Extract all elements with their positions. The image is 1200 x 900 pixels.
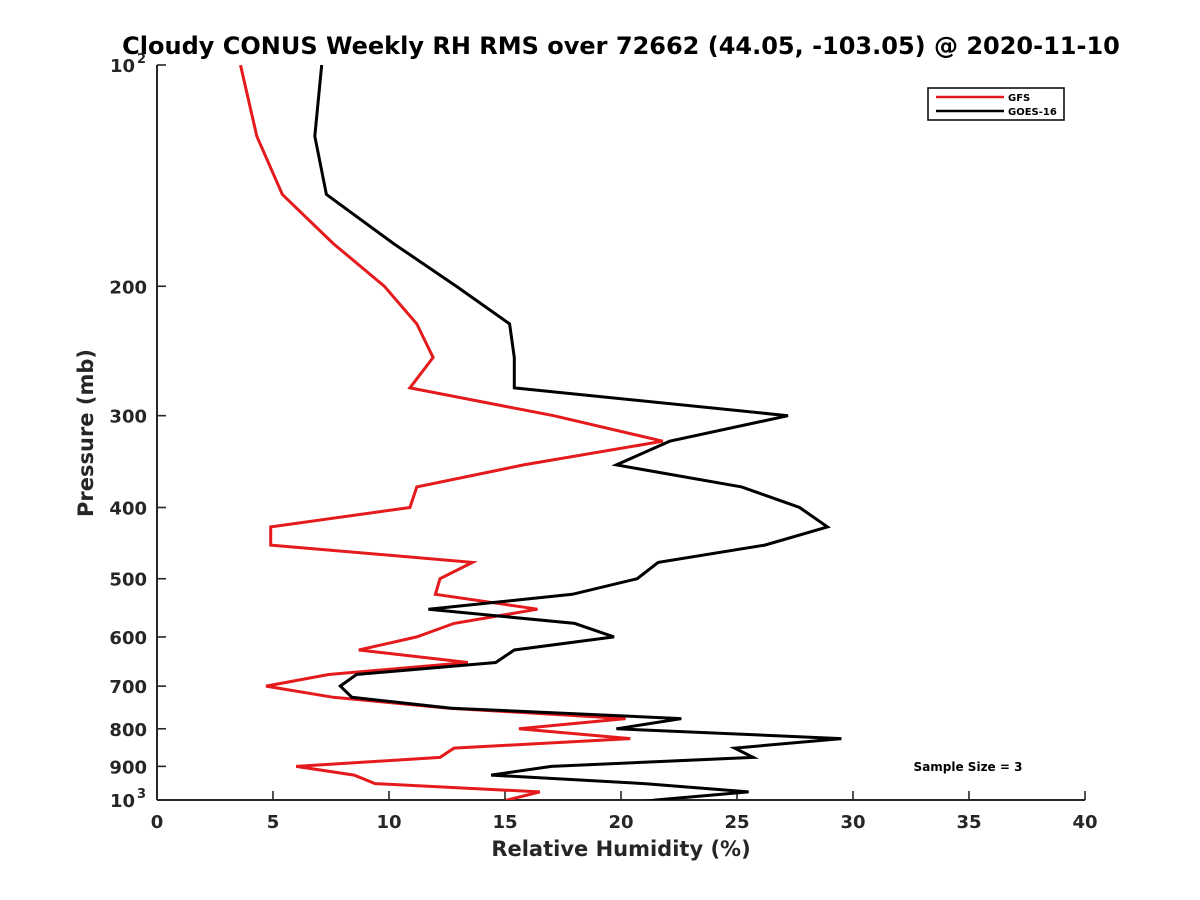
sample-size-annotation: Sample Size = 3 — [914, 760, 1023, 774]
x-tick-label: 25 — [724, 812, 749, 833]
y-axis-label: Pressure (mb) — [74, 349, 98, 517]
x-tick-label: 40 — [1072, 812, 1097, 833]
x-axis-label: Relative Humidity (%) — [491, 837, 750, 861]
chart-title: Cloudy CONUS Weekly RH RMS over 72662 (4… — [122, 32, 1120, 60]
legend-label: GOES-16 — [1008, 107, 1057, 118]
x-tick-label: 30 — [840, 812, 865, 833]
x-tick-label: 15 — [492, 812, 517, 833]
y-tick-label: 300 — [109, 407, 147, 428]
y-tick-label-exponent: 3 — [137, 787, 146, 802]
y-tick-label: 500 — [109, 570, 147, 591]
y-tick-label-exponent: 2 — [137, 52, 146, 67]
y-tick-label: 400 — [109, 499, 147, 520]
y-tick-label: 900 — [109, 757, 147, 778]
series-line-gfs — [239, 65, 664, 800]
x-tick-label: 10 — [376, 812, 401, 833]
y-tick-label-base: 10 — [110, 791, 135, 812]
y-tick-label-power: 10 3 — [110, 787, 146, 812]
legend-box — [927, 87, 1065, 121]
x-tick-label: 5 — [267, 812, 280, 833]
y-tick-label-base: 10 — [110, 56, 135, 77]
x-tick-label: 35 — [956, 812, 981, 833]
legend-label: GFS — [1008, 93, 1030, 104]
legend: GFS GOES-16 — [927, 87, 1065, 121]
x-tick-label: 20 — [608, 812, 633, 833]
y-tick-label: 700 — [109, 677, 147, 698]
y-tick-label: 600 — [109, 628, 147, 649]
series-line-goes-16 — [313, 65, 842, 800]
y-tick-label: 200 — [109, 277, 147, 298]
y-tick-label: 800 — [109, 720, 147, 741]
x-tick-label: 0 — [151, 812, 164, 833]
y-tick-label-power: 10 2 — [110, 52, 146, 77]
